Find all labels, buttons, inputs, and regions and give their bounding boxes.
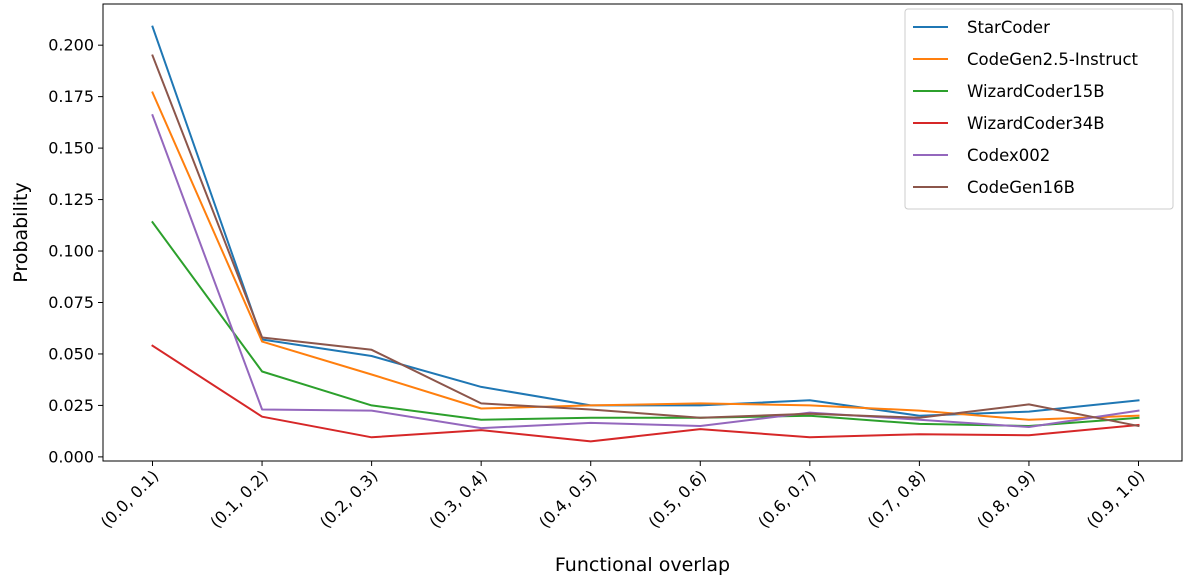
legend-label-wizardcoder34b: WizardCoder34B bbox=[967, 114, 1105, 133]
x-tick-label: (0.0, 0.1) bbox=[97, 466, 162, 531]
y-axis: 0.000 0.025 0.050 0.075 0.100 0.125 0.150 0.175… bbox=[48, 36, 103, 466]
y-tick-label: 0.175 bbox=[48, 87, 94, 106]
y-tick-label: 0.150 bbox=[48, 139, 94, 158]
y-tick-label: 0.100 bbox=[48, 242, 94, 261]
series-line-codex002 bbox=[151, 113, 1140, 430]
x-tick-label: (0.1, 0.2) bbox=[206, 466, 271, 531]
y-axis-label: Probability bbox=[10, 182, 32, 282]
x-tick-label: (0.5, 0.6) bbox=[645, 466, 710, 531]
y-tick-label: 0.075 bbox=[48, 293, 94, 312]
y-tick-label: 0.025 bbox=[48, 396, 94, 415]
x-axis-label: Functional overlap bbox=[555, 554, 730, 576]
x-tick-label: (0.9, 1.0) bbox=[1083, 466, 1148, 531]
y-tick-label: 0.200 bbox=[48, 36, 94, 55]
legend: StarCoder CodeGen2.5-Instruct WizardCoder1… bbox=[904, 8, 1174, 210]
legend-label-wizardcoder15b: WizardCoder15B bbox=[967, 82, 1105, 101]
y-tick-label: 0.050 bbox=[48, 344, 94, 363]
legend-label-codex002: Codex002 bbox=[967, 146, 1050, 165]
x-tick-label: (0.2, 0.3) bbox=[316, 466, 381, 531]
x-tick-label: (0.3, 0.4) bbox=[426, 466, 491, 531]
x-tick-label: (0.7, 0.8) bbox=[864, 466, 929, 531]
x-tick-label: (0.4, 0.5) bbox=[535, 466, 600, 531]
y-tick-label: 0.125 bbox=[48, 190, 94, 209]
x-axis: (0.0, 0.1) (0.1, 0.2) (0.2, 0.3) (0.3, 0.4)… bbox=[97, 461, 1148, 532]
plot-frame bbox=[102, 3, 1183, 462]
series-layer bbox=[151, 25, 1140, 443]
series-line-codegen2-5-instruct bbox=[151, 91, 1140, 421]
series-line-wizardcoder34b bbox=[151, 344, 1140, 443]
y-tick-label: 0.000 bbox=[48, 447, 94, 466]
series-line-wizardcoder15b bbox=[151, 220, 1140, 427]
legend-label-starcoder: StarCoder bbox=[967, 18, 1050, 37]
legend-label-codegen2-5-instruct: CodeGen2.5-Instruct bbox=[967, 50, 1139, 69]
x-tick-label: (0.6, 0.7) bbox=[754, 466, 819, 531]
x-tick-label: (0.8, 0.9) bbox=[973, 466, 1038, 531]
series-line-codegen16b bbox=[151, 54, 1140, 428]
legend-box bbox=[904, 8, 1174, 210]
legend-label-codegen16b: CodeGen16B bbox=[967, 178, 1075, 197]
